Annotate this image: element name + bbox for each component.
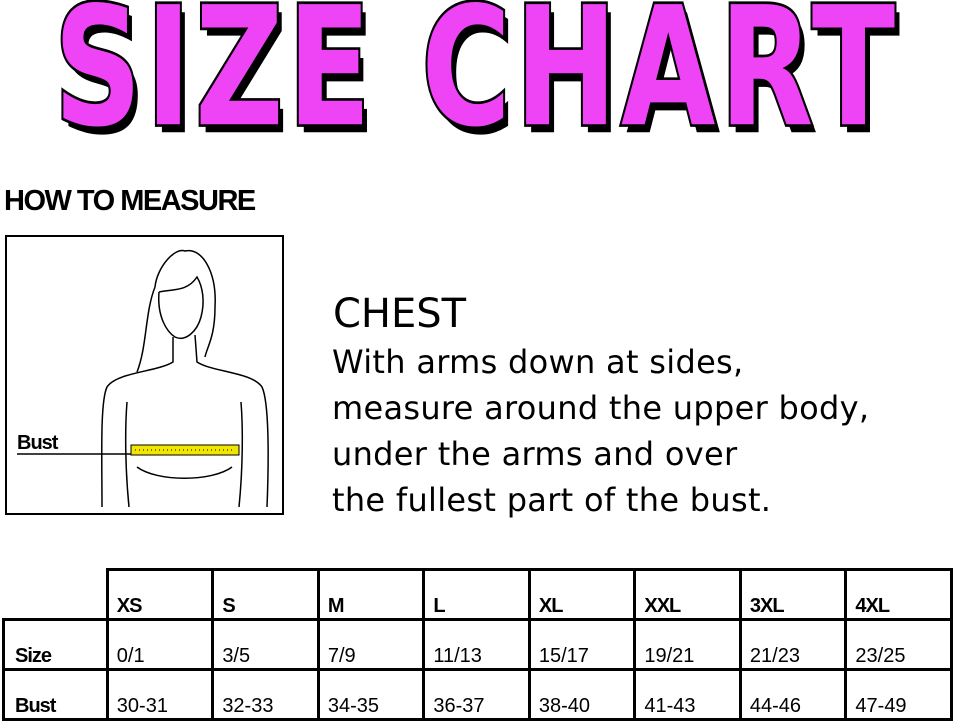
table-cell: 41-43 xyxy=(633,668,742,721)
header-xs: XS xyxy=(105,568,215,621)
table-cell: 47-49 xyxy=(844,668,953,721)
chest-instruction-line: under the arms and over xyxy=(332,435,738,473)
table-cell: 36-37 xyxy=(422,668,531,721)
header-l: L xyxy=(422,568,531,621)
table-cell: 0/1 xyxy=(105,618,215,671)
table-cell: 7/9 xyxy=(316,618,426,671)
table-cell: 15/17 xyxy=(527,618,637,671)
header-s: S xyxy=(211,568,320,621)
chest-instruction-line: the fullest part of the bust. xyxy=(332,481,772,519)
table-cell: 34-35 xyxy=(316,668,426,721)
table-cell: 21/23 xyxy=(738,618,848,671)
size-chart-title: SIZE CHART xyxy=(52,0,900,164)
measuring-tape-icon xyxy=(130,444,240,456)
header-m: M xyxy=(316,568,426,621)
table-row: Size 0/1 3/5 7/9 11/13 15/17 19/21 21/23… xyxy=(2,618,953,671)
row-label: Size xyxy=(2,618,109,671)
header-xxl: XXL xyxy=(633,568,742,621)
chest-heading: CHEST xyxy=(333,291,467,337)
woman-figure-icon: Bust xyxy=(17,249,269,508)
bust-label: Bust xyxy=(17,432,59,454)
header-4xl: 4XL xyxy=(844,568,953,621)
row-label: Bust xyxy=(2,668,109,721)
table-cell: 44-46 xyxy=(738,668,848,721)
table-cell: 19/21 xyxy=(633,618,742,671)
how-to-measure-heading: HOW TO MEASURE xyxy=(4,185,256,217)
table-header-row: XS S M L XL XXL 3XL 4XL xyxy=(3,568,953,621)
bust-measure-illustration: Bust xyxy=(5,235,284,515)
table-cell: 3/5 xyxy=(211,618,320,671)
table-corner xyxy=(3,569,109,621)
chest-instruction-line: measure around the upper body, xyxy=(332,389,870,427)
table-cell: 30-31 xyxy=(105,668,215,721)
size-table: XS S M L XL XXL 3XL 4XL Size 0/1 3/5 7/9… xyxy=(2,568,953,721)
header-xl: XL xyxy=(527,568,637,621)
header-3xl: 3XL xyxy=(738,568,848,621)
table-cell: 32-33 xyxy=(211,668,320,721)
table-cell: 38-40 xyxy=(527,668,637,721)
table-cell: 23/25 xyxy=(844,618,953,671)
chest-instruction-line: With arms down at sides, xyxy=(332,343,744,381)
table-cell: 11/13 xyxy=(422,618,531,671)
table-row: Bust 30-31 32-33 34-35 36-37 38-40 41-43… xyxy=(2,668,953,721)
